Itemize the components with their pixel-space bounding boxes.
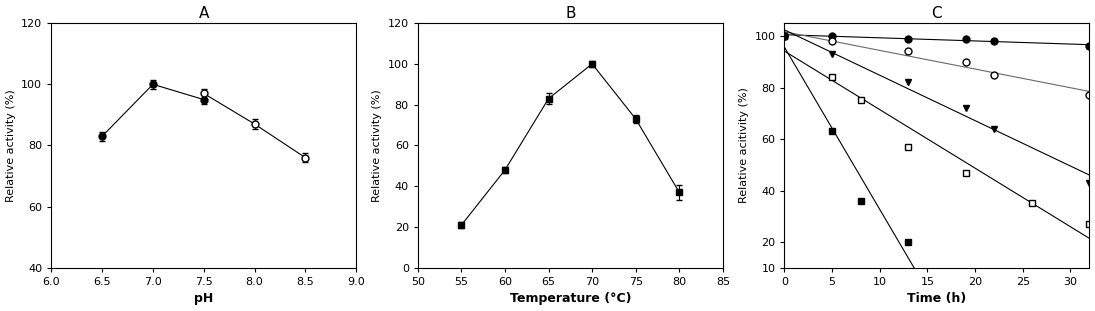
Title: A: A bbox=[198, 6, 209, 21]
X-axis label: Time (h): Time (h) bbox=[908, 292, 967, 305]
Title: C: C bbox=[932, 6, 942, 21]
Y-axis label: Relative acitivity (%): Relative acitivity (%) bbox=[739, 88, 749, 203]
X-axis label: Temperature (°C): Temperature (°C) bbox=[509, 292, 631, 305]
X-axis label: pH: pH bbox=[194, 292, 214, 305]
Y-axis label: Relative activity (%): Relative activity (%) bbox=[5, 89, 15, 202]
Title: B: B bbox=[565, 6, 576, 21]
Y-axis label: Relative activity (%): Relative activity (%) bbox=[372, 89, 382, 202]
